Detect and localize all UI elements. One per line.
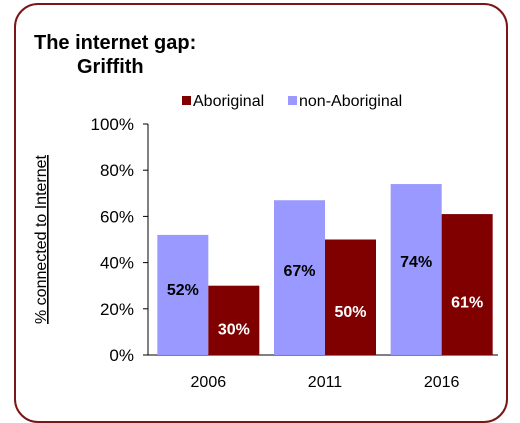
legend-swatch (288, 96, 297, 105)
bar-aboriginal-2011 (325, 239, 376, 355)
legend-label: non-Aboriginal (299, 93, 402, 110)
legend-label: Aboriginal (193, 93, 264, 110)
y-tick-label: 40% (100, 254, 134, 273)
y-tick-label: 60% (100, 207, 134, 226)
y-tick-label: 100% (91, 115, 134, 134)
bar-non-aboriginal-2011 (274, 200, 325, 355)
bar-chart: 0% 20% 40% 60% 80% 100% % connected to Interne… (33, 93, 498, 391)
data-label: 30% (218, 322, 250, 339)
y-tick-label: 0% (109, 346, 134, 365)
x-tick-label: 2006 (191, 374, 227, 391)
data-label: 74% (400, 254, 432, 271)
legend-swatch (182, 96, 191, 105)
bar-non-aboriginal-2016 (390, 184, 442, 355)
data-label: 52% (167, 282, 199, 299)
chart-title: The internet gap: (34, 32, 197, 54)
y-tick-label: 80% (100, 161, 134, 180)
data-label: 67% (283, 263, 315, 280)
data-label: 61% (451, 294, 483, 311)
bar-aboriginal-2016 (441, 214, 493, 355)
bar-non-aboriginal-2006 (157, 234, 209, 355)
bar-aboriginal-2006 (208, 285, 260, 355)
chart-card: The internet gap: Griffith 0% 20% 40% 60% 80… (14, 3, 508, 423)
data-label: 50% (334, 304, 366, 321)
x-tick-label: 2016 (424, 374, 460, 391)
chart-subtitle: Griffith (77, 56, 144, 78)
x-tick-label: 2011 (308, 374, 343, 391)
y-tick-label: 20% (100, 300, 134, 319)
y-axis-label: % connected to Internet (33, 154, 50, 324)
